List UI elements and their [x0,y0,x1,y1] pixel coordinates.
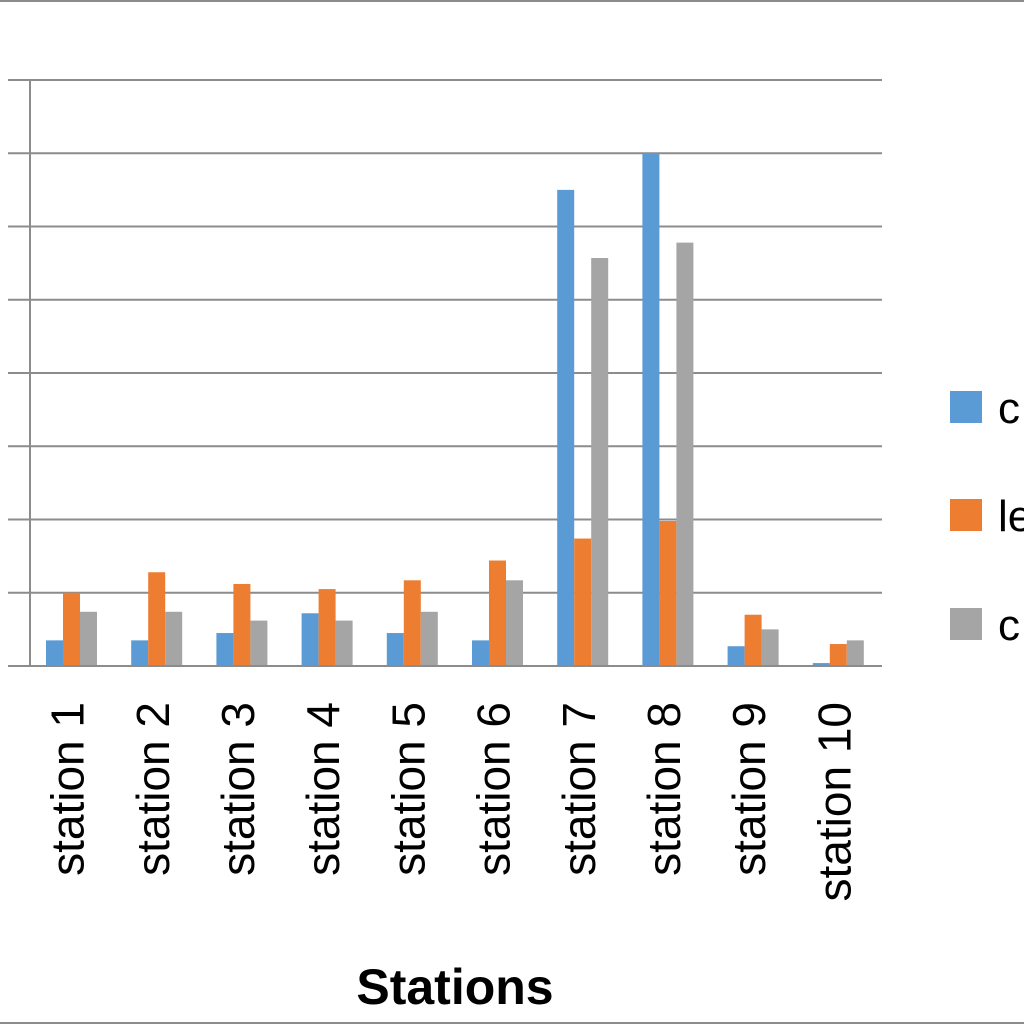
bar-3-series-3 [250,620,268,666]
x-tick-label: station 5 [382,702,434,876]
bar-1-series-3 [80,611,97,666]
legend-label: le [998,492,1024,541]
bars [46,153,864,667]
bar-3-series-2 [233,583,251,666]
x-tick-label: station 7 [553,702,605,876]
x-tick-label: station 8 [638,702,690,876]
bar-9-series-3 [761,629,779,666]
bar-1-series-1 [46,640,63,666]
bar-5-series-3 [420,611,438,666]
x-tick-label: station 3 [212,702,264,876]
bar-3-series-1 [216,633,234,666]
bar-7-series-2 [574,538,592,666]
bar-10-series-3 [846,640,864,666]
bar-8-series-2 [659,520,677,666]
x-tick-label: station 9 [723,702,775,876]
legend-label: c [998,384,1020,433]
legend-swatch [950,608,982,640]
bar-5-series-1 [386,633,404,666]
bar-8-series-1 [642,153,660,666]
x-tick-labels: station 1 station 2 station 3 station 4 stat… [42,702,861,901]
bar-2-series-2 [148,572,166,666]
bar-4-series-1 [301,613,319,666]
gridlines [8,79,882,667]
bar-9-series-2 [744,614,762,666]
bar-2-series-1 [131,640,149,666]
axes [8,80,882,667]
bar-6-series-3 [506,580,523,666]
x-tick-label: station 2 [127,702,179,876]
bar-2-series-3 [165,611,183,666]
x-tick-label: station 4 [297,702,349,876]
x-tick-label: station 1 [42,702,94,876]
bar-1-series-2 [63,592,80,666]
bar-6-series-2 [489,560,506,666]
legend: c le c [950,384,1024,650]
bar-6-series-1 [472,640,489,666]
x-tick-label: station 10 [808,702,860,901]
legend-swatch [950,499,982,531]
bar-5-series-2 [403,580,421,666]
x-tick-label: station 6 [468,702,520,876]
x-axis-title: Stations [356,959,553,1015]
bar-4-series-2 [318,589,336,666]
bar-10-series-1 [812,663,830,666]
bar-4-series-3 [335,620,353,666]
bar-7-series-1 [557,189,575,666]
bar-10-series-2 [829,644,847,666]
bar-8-series-3 [676,242,694,667]
bar-9-series-1 [727,646,745,666]
bar-7-series-3 [591,257,609,666]
legend-label: c [998,601,1020,650]
legend-swatch [950,391,982,423]
